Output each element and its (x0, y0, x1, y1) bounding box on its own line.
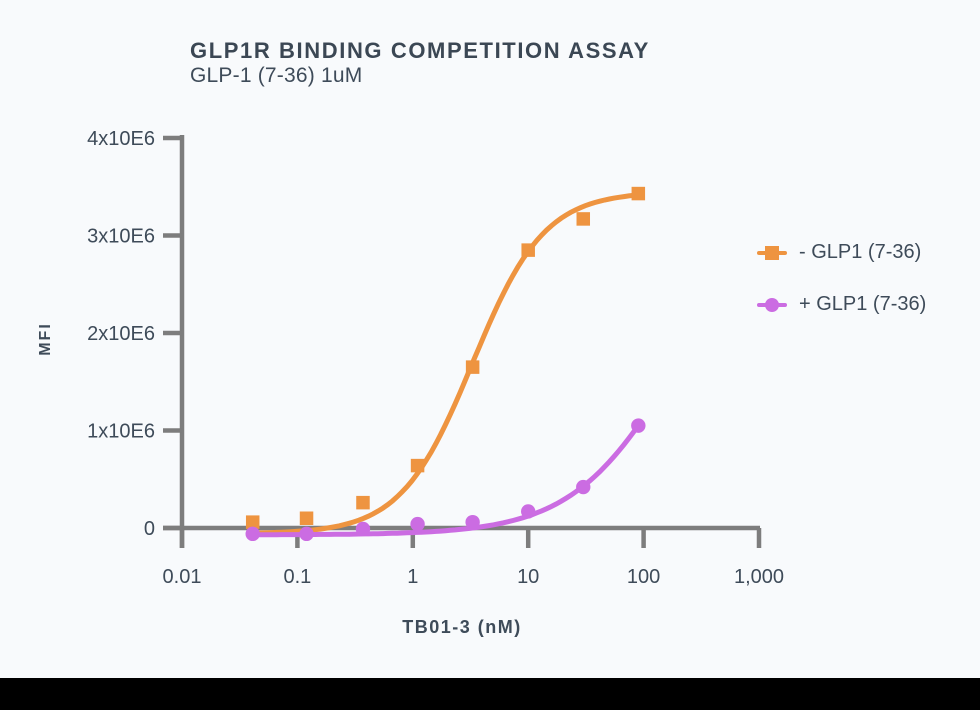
data-point-square (356, 495, 370, 510)
data-point-circle (631, 418, 646, 433)
x-tick-label: 1,000 (734, 566, 784, 588)
data-point-square (465, 360, 480, 374)
legend-circle (765, 297, 779, 312)
data-point-square (299, 511, 314, 525)
chart-title: GLP1R BINDING COMPETITION ASSAY (190, 38, 650, 63)
x-tick-label: 10 (517, 566, 539, 588)
x-axis-title: TB01-3 (nM) (402, 617, 522, 637)
data-point-square (245, 515, 260, 529)
data-point-square (410, 458, 425, 473)
y-tick-label: 1x10E6 (87, 421, 155, 443)
data-point-circle (410, 516, 425, 532)
square-marker-icon (757, 245, 787, 260)
chart-subtitle: GLP-1 (7-36) 1uM (190, 64, 363, 87)
data-point-circle (521, 504, 536, 519)
data-point-circle (576, 479, 591, 495)
footer-bar (0, 678, 980, 710)
legend-label-minus-glp1: - GLP1 (7-36) (799, 241, 922, 263)
y-tick-label: 4x10E6 (87, 128, 155, 150)
legend-label-plus-glp1: + GLP1 (7-36) (799, 293, 927, 315)
y-tick-label: 0 (144, 518, 155, 540)
fit-curve-minus-glp1 (250, 192, 641, 536)
x-tick-label: 0.1 (283, 566, 311, 588)
data-point-circle (245, 526, 260, 542)
data-point-square (576, 212, 591, 226)
legend-item-plus-glp1: + GLP1 (7-36) (757, 293, 926, 316)
x-tick-label: 1 (407, 566, 418, 588)
y-tick-label: 2x10E6 (87, 323, 155, 345)
legend-square (765, 245, 779, 260)
data-point-square (631, 186, 646, 201)
legend-item-minus-glp1: - GLP1 (7-36) (757, 241, 926, 264)
circle-marker-icon (757, 297, 787, 312)
y-tick-label: 3x10E6 (87, 226, 155, 248)
data-point-circle (299, 526, 314, 542)
data-point-circle (355, 521, 371, 537)
fit-curve-plus-glp1 (250, 422, 641, 538)
legend: - GLP1 (7-36) + GLP1 (7-36) (757, 241, 926, 316)
data-point-circle (465, 514, 480, 530)
y-axis-title: MFI (37, 322, 54, 356)
x-tick-label: 0.01 (163, 566, 202, 588)
data-point-square (521, 243, 535, 257)
x-tick-label: 100 (627, 566, 660, 588)
